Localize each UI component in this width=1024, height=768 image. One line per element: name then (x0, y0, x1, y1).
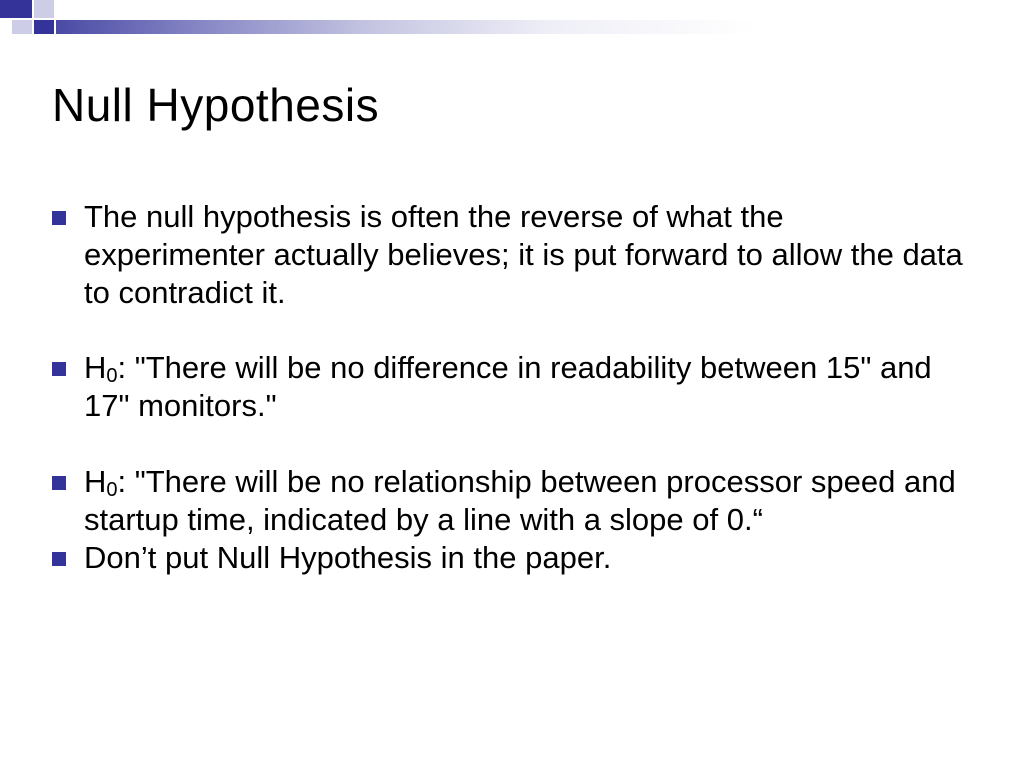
bullet-text: H0: "There will be no relationship betwe… (84, 463, 972, 539)
slide-top-decoration (0, 0, 1024, 32)
bullet-item: Don’t put Null Hypothesis in the paper. (52, 539, 972, 577)
bullet-item: H0: "There will be no relationship betwe… (52, 463, 972, 539)
bullet-item: H0: "There will be no difference in read… (52, 349, 972, 425)
deco-gradient-bar (56, 20, 756, 34)
deco-square (0, 0, 32, 18)
bullet-marker-icon (52, 362, 66, 376)
slide-title: Null Hypothesis (52, 78, 379, 132)
bullet-marker-icon (52, 211, 66, 225)
deco-square (12, 20, 32, 34)
bullet-item: The null hypothesis is often the reverse… (52, 198, 972, 311)
deco-square (34, 20, 54, 34)
deco-square (34, 0, 54, 18)
bullet-marker-icon (52, 552, 66, 566)
slide-body: The null hypothesis is often the reverse… (52, 198, 972, 577)
bullet-text: Don’t put Null Hypothesis in the paper. (84, 539, 972, 577)
bullet-marker-icon (52, 476, 66, 490)
bullet-text: The null hypothesis is often the reverse… (84, 198, 972, 311)
bullet-text: H0: "There will be no difference in read… (84, 349, 972, 425)
